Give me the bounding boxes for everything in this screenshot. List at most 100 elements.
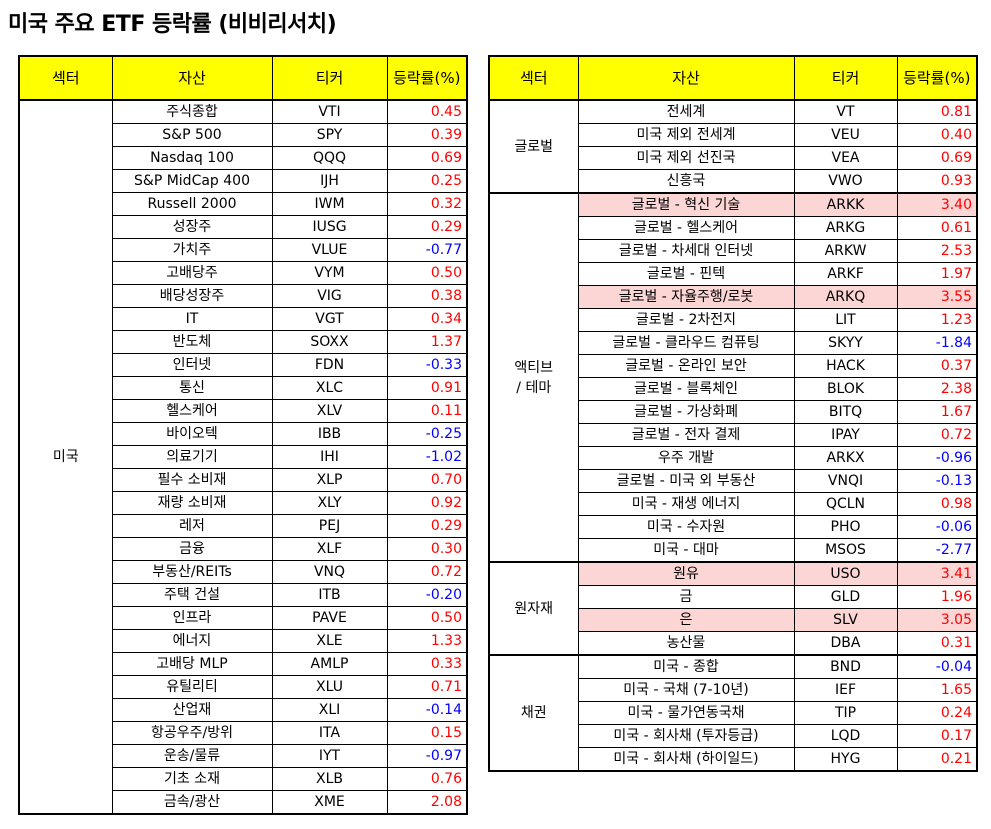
asset-cell: 산업재	[111, 698, 273, 722]
ticker-cell: VTI	[271, 99, 388, 124]
table-row: 항공우주/방위 ITA 0.15	[19, 721, 468, 745]
table-row: 인프라 PAVE 0.50	[19, 606, 468, 630]
change-cell: -0.04	[896, 654, 978, 679]
change-cell: 0.29	[386, 215, 468, 239]
change-cell: 3.41	[896, 561, 978, 586]
global-etf-table: 섹터 자산 티커 등락률(%) 글로벌 전세계 VT 0.81 미국 제외 전세계 VEU…	[488, 55, 978, 772]
header-change: 등락률(%)	[896, 55, 978, 101]
change-cell: 3.40	[896, 192, 978, 217]
ticker-cell: VT	[793, 99, 898, 124]
change-cell: 1.96	[896, 585, 978, 609]
asset-cell: 필수 소비재	[111, 468, 273, 492]
asset-cell: 통신	[111, 376, 273, 400]
asset-cell: 유틸리티	[111, 675, 273, 699]
ticker-cell: IWM	[271, 192, 388, 216]
asset-cell: 주택 건설	[111, 583, 273, 607]
ticker-cell: FDN	[271, 353, 388, 377]
asset-cell: 운송/물류	[111, 744, 273, 768]
change-cell: 2.08	[386, 790, 468, 815]
asset-cell: 글로벌 - 헬스케어	[577, 216, 795, 240]
ticker-cell: IJH	[271, 169, 388, 193]
change-cell: 0.71	[386, 675, 468, 699]
ticker-cell: LIT	[793, 308, 898, 332]
asset-cell: 바이오텍	[111, 422, 273, 446]
change-cell: 0.72	[386, 560, 468, 584]
ticker-cell: XLP	[271, 468, 388, 492]
asset-cell: 우주 개발	[577, 446, 795, 470]
asset-cell: 전세계	[577, 99, 795, 124]
ticker-cell: XLU	[271, 675, 388, 699]
asset-cell: S&P MidCap 400	[111, 169, 273, 193]
change-cell: -0.20	[386, 583, 468, 607]
change-cell: 0.93	[896, 169, 978, 194]
asset-cell: 인프라	[111, 606, 273, 630]
ticker-cell: LQD	[793, 724, 898, 748]
ticker-cell: XLV	[271, 399, 388, 423]
change-cell: 0.50	[386, 606, 468, 630]
ticker-cell: IYT	[271, 744, 388, 768]
change-cell: 0.91	[386, 376, 468, 400]
change-cell: 0.15	[386, 721, 468, 745]
asset-cell: 미국 - 회사채 (하이일드)	[577, 747, 795, 772]
ticker-cell: XLI	[271, 698, 388, 722]
ticker-cell: VEU	[793, 123, 898, 147]
ticker-cell: BND	[793, 654, 898, 679]
table-row: 신흥국 VWO 0.93	[489, 169, 978, 194]
table-row: 반도체 SOXX 1.37	[19, 330, 468, 354]
table-row: 글로벌 - 핀텍 ARKF 1.97	[489, 262, 978, 286]
asset-cell: 미국 - 물가연동국채	[577, 701, 795, 725]
change-cell: 0.25	[386, 169, 468, 193]
table-row: 미국 제외 전세계 VEU 0.40	[489, 123, 978, 147]
asset-cell: 글로벌 - 차세대 인터넷	[577, 239, 795, 263]
table-row: 글로벌 - 차세대 인터넷 ARKW 2.53	[489, 239, 978, 263]
table-row: 미국 - 재생 에너지 QCLN 0.98	[489, 492, 978, 516]
table-row: 글로벌 - 온라인 보안 HACK 0.37	[489, 354, 978, 378]
change-cell: 1.33	[386, 629, 468, 653]
ticker-cell: IUSG	[271, 215, 388, 239]
ticker-cell: ARKG	[793, 216, 898, 240]
change-cell: -0.13	[896, 469, 978, 493]
change-cell: 0.98	[896, 492, 978, 516]
table-row: 의료기기 IHI -1.02	[19, 445, 468, 469]
table-row: 인터넷 FDN -0.33	[19, 353, 468, 377]
table-row: 레저 PEJ 0.29	[19, 514, 468, 538]
ticker-cell: XLC	[271, 376, 388, 400]
change-cell: 0.69	[386, 146, 468, 170]
change-cell: 0.70	[386, 468, 468, 492]
ticker-cell: ARKQ	[793, 285, 898, 309]
asset-cell: 미국 - 종합	[577, 654, 795, 679]
table-header-row: 섹터 자산 티커 등락률(%)	[488, 55, 978, 101]
table-row: 미국 주식종합 VTI 0.45	[18, 99, 468, 815]
change-cell: 1.23	[896, 308, 978, 332]
asset-cell: 항공우주/방위	[111, 721, 273, 745]
sector-cell: 미국	[18, 99, 113, 815]
ticker-cell: TIP	[793, 701, 898, 725]
change-cell: 0.50	[386, 261, 468, 285]
header-change: 등락률(%)	[386, 55, 468, 101]
ticker-cell: VGT	[271, 307, 388, 331]
change-cell: -0.14	[386, 698, 468, 722]
table-row: S&P MidCap 400 IJH 0.25	[19, 169, 468, 193]
ticker-cell: IEF	[793, 678, 898, 702]
asset-cell: 부동산/REITs	[111, 560, 273, 584]
table-row: 글로벌 - 전자 결제 IPAY 0.72	[489, 423, 978, 447]
asset-cell: 글로벌 - 자율주행/로봇	[577, 285, 795, 309]
table-row: 우주 개발 ARKX -0.96	[489, 446, 978, 470]
change-cell: -0.77	[386, 238, 468, 262]
change-cell: 3.55	[896, 285, 978, 309]
ticker-cell: IPAY	[793, 423, 898, 447]
header-sector: 섹터	[18, 55, 113, 101]
asset-cell: 금	[577, 585, 795, 609]
ticker-cell: VLUE	[271, 238, 388, 262]
sector-cell: 채권	[488, 654, 579, 772]
ticker-cell: VEA	[793, 146, 898, 170]
change-cell: 0.11	[386, 399, 468, 423]
ticker-cell: HACK	[793, 354, 898, 378]
table-row: 글로벌 - 2차전지 LIT 1.23	[489, 308, 978, 332]
table-row: 금융 XLF 0.30	[19, 537, 468, 561]
change-cell: 0.38	[386, 284, 468, 308]
asset-cell: 재량 소비재	[111, 491, 273, 515]
table-row: 미국 - 수자원 PHO -0.06	[489, 515, 978, 539]
change-cell: 0.29	[386, 514, 468, 538]
asset-cell: 미국 - 대마	[577, 538, 795, 563]
